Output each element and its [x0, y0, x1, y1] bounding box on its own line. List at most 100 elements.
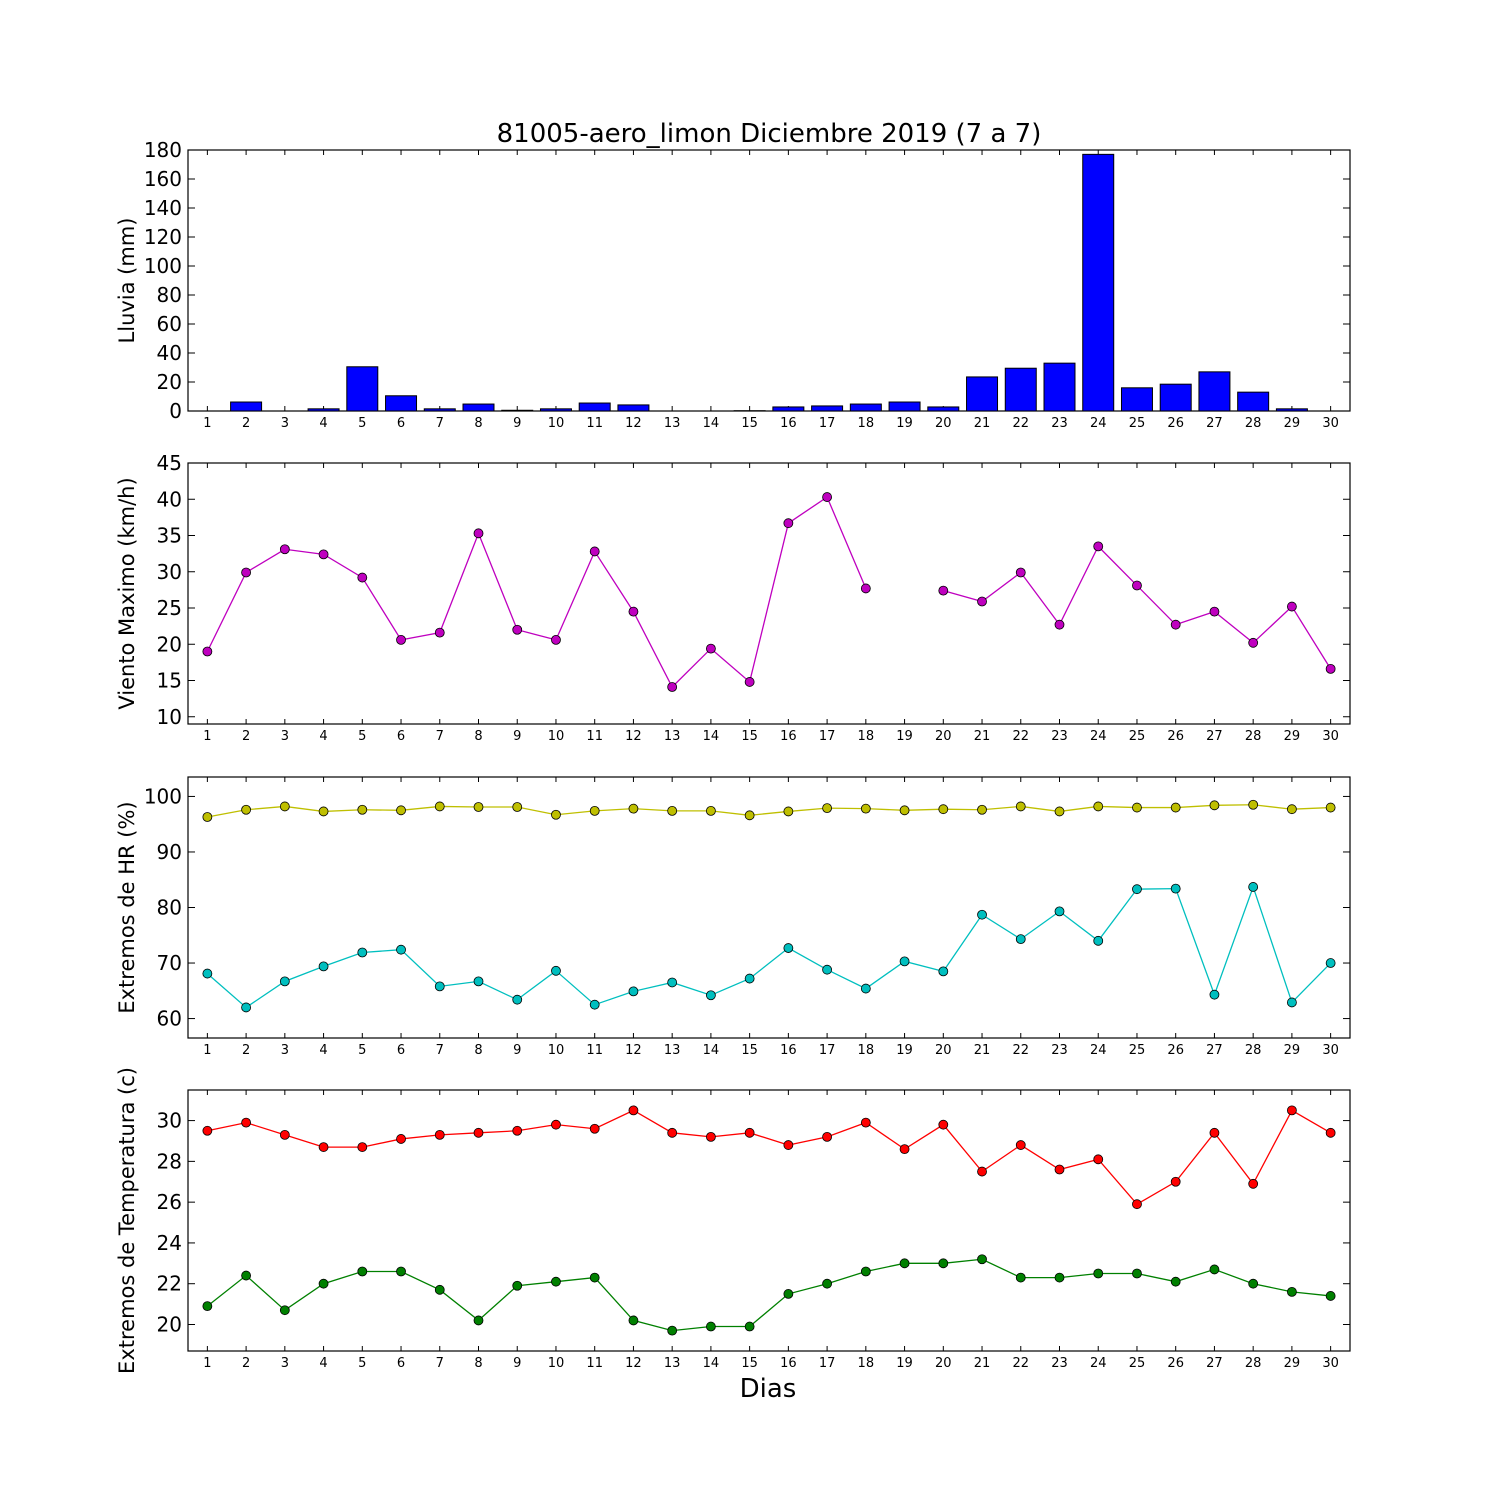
x-tick-label: 26: [1167, 1356, 1184, 1371]
point-day-3: [279, 544, 290, 555]
point-day-2: [241, 1117, 252, 1128]
point-day-5: [357, 1142, 368, 1152]
point-day-17: [822, 803, 832, 813]
x-tick-label: 13: [664, 416, 681, 431]
point-day-1: [202, 646, 213, 657]
plot-frame: [187, 462, 1351, 725]
x-tick-label: 19: [896, 1043, 913, 1058]
point-day-7: [434, 981, 445, 992]
y-tick-label: 35: [157, 524, 182, 548]
bar-day-19: [888, 401, 921, 412]
point-day-8: [473, 976, 484, 987]
point-day-20: [938, 804, 949, 815]
x-tick-label: 8: [474, 416, 482, 431]
x-tick-label: 5: [358, 729, 366, 744]
point-day-21: [977, 596, 987, 607]
x-tick-label: 8: [474, 1356, 482, 1371]
point-day-19: [899, 956, 910, 967]
y-tick-label: 180: [144, 138, 182, 162]
x-tick-label: 24: [1090, 416, 1107, 431]
x-tick-label: 28: [1245, 729, 1262, 744]
point-day-15: [744, 810, 755, 821]
x-tick-label: 23: [1051, 1356, 1068, 1371]
point-day-3: [279, 801, 290, 812]
point-day-23: [1054, 906, 1065, 917]
y-tick-label: 90: [157, 840, 182, 864]
point-day-27: [1209, 989, 1220, 1000]
x-tick-label: 29: [1284, 729, 1301, 744]
point-day-22: [1015, 801, 1026, 812]
point-day-13: [667, 682, 678, 692]
point-day-17: [822, 1131, 832, 1142]
bar-day-22: [1004, 367, 1037, 412]
x-tick-label: 26: [1167, 729, 1184, 744]
point-day-6: [396, 1266, 406, 1277]
point-day-21: [977, 909, 987, 920]
x-tick-label: 13: [664, 1043, 681, 1058]
point-day-28: [1248, 799, 1259, 810]
point-day-25: [1132, 1199, 1142, 1210]
point-day-30: [1325, 1127, 1336, 1138]
plot-frame: [187, 776, 1351, 1039]
x-tick-label: 9: [513, 1043, 521, 1058]
x-tick-label: 25: [1129, 1356, 1146, 1371]
x-tick-label: 28: [1245, 1043, 1262, 1058]
point-day-6: [396, 635, 406, 645]
point-day-8: [473, 1127, 484, 1138]
x-tick-label: 1: [203, 1043, 211, 1058]
point-day-8: [473, 1315, 484, 1326]
x-tick-label: 1: [203, 1356, 211, 1371]
point-day-17: [822, 964, 832, 975]
series-line-2: [206, 884, 1332, 1009]
x-tick-label: 8: [474, 1043, 482, 1058]
point-day-21: [977, 1166, 987, 1177]
y-tick-label: 20: [157, 370, 182, 394]
point-day-29: [1287, 997, 1297, 1008]
x-tick-label: 28: [1245, 1356, 1262, 1371]
point-day-4: [318, 1278, 329, 1289]
point-day-7: [434, 1129, 445, 1140]
x-tick-label: 23: [1051, 1043, 1068, 1058]
bar-day-28: [1237, 391, 1270, 412]
x-tick-label: 1: [203, 416, 211, 431]
x-tick-label: 18: [858, 416, 875, 431]
point-day-6: [396, 1134, 406, 1144]
y-tick-label: 60: [157, 1007, 182, 1031]
point-day-20: [938, 1119, 949, 1130]
x-tick-label: 17: [819, 1043, 836, 1058]
y-axis-label: Viento Maximo (km/h): [115, 477, 139, 709]
point-day-16: [783, 1289, 794, 1299]
y-tick-label: 60: [157, 312, 182, 336]
x-tick-label: 6: [397, 416, 405, 431]
chart-title: 81005-aero_limon Diciembre 2019 (7 a 7): [497, 119, 1042, 149]
point-day-14: [706, 1131, 716, 1142]
point-day-24: [1093, 1154, 1104, 1165]
y-tick-label: 28: [157, 1149, 182, 1173]
y-tick-label: 25: [157, 596, 182, 620]
x-tick-label: 26: [1167, 416, 1184, 431]
x-tick-label: 20: [935, 1356, 952, 1371]
point-day-19: [899, 805, 910, 816]
x-tick-label: 9: [513, 416, 521, 431]
point-day-23: [1054, 1272, 1065, 1283]
point-day-24: [1093, 935, 1104, 946]
series-line-1: [206, 496, 1332, 689]
point-day-9: [512, 624, 523, 635]
x-tick-label: 2: [242, 729, 250, 744]
x-tick-label: 30: [1322, 1356, 1339, 1371]
point-day-26: [1170, 802, 1181, 813]
point-day-19: [899, 1258, 910, 1269]
point-day-10: [551, 965, 561, 976]
x-tick-label: 29: [1284, 1043, 1301, 1058]
x-tick-label: 2: [242, 416, 250, 431]
point-day-18: [860, 983, 871, 994]
x-tick-label: 14: [703, 1356, 720, 1371]
x-tick-label: 21: [974, 1043, 991, 1058]
point-day-7: [434, 801, 445, 812]
x-tick-label: 29: [1284, 1356, 1301, 1371]
x-tick-label: 10: [548, 416, 565, 431]
point-day-18: [860, 583, 871, 594]
point-day-20: [938, 585, 949, 596]
